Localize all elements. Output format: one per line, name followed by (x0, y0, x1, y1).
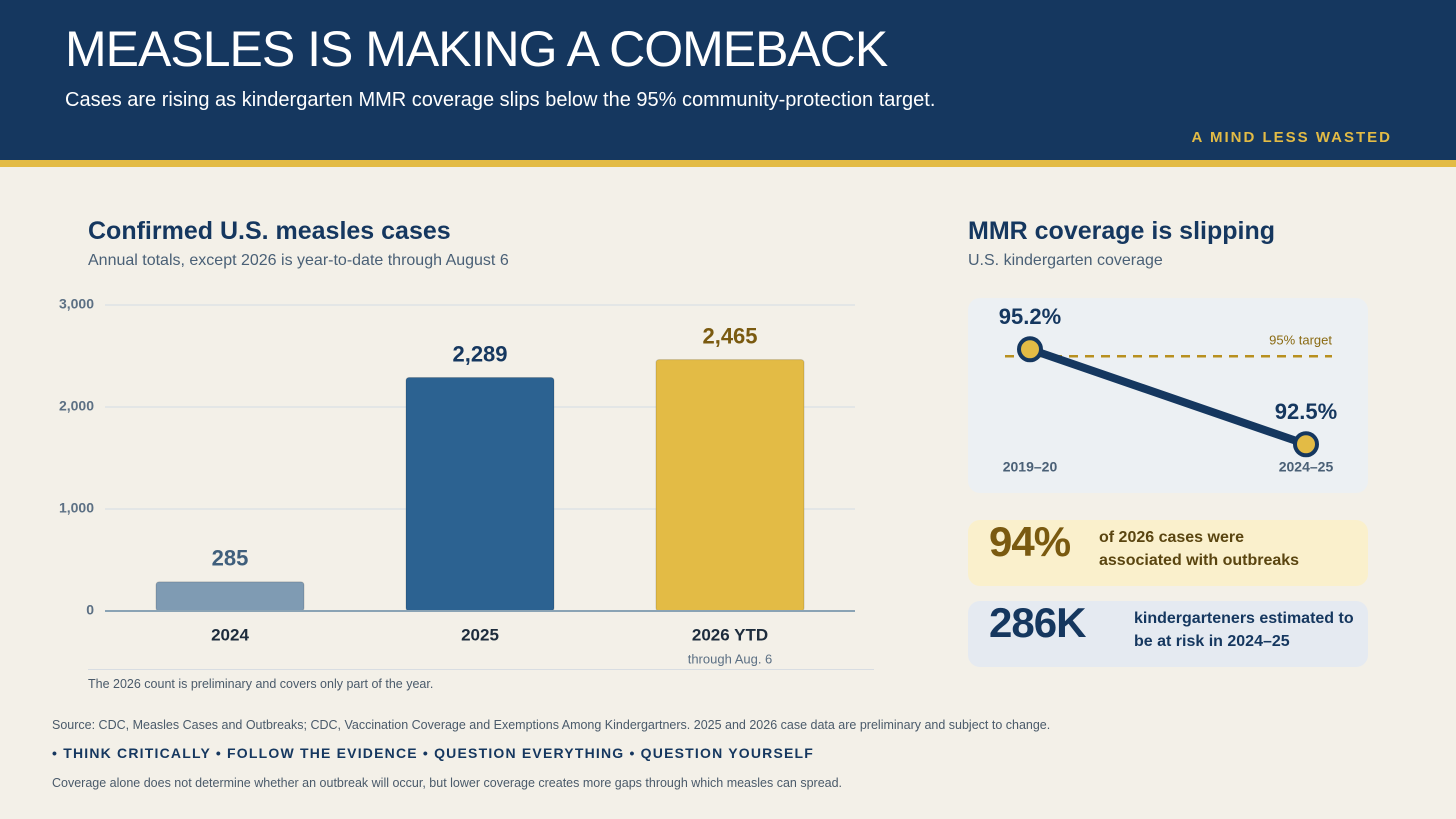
value-label: 2,465 (702, 323, 757, 348)
x-tick-label: 2024 (211, 625, 249, 644)
stat-text: kindergarteners estimated to be at risk … (1134, 610, 1354, 650)
x-tick-label: 2024–25 (1279, 459, 1334, 475)
chart-title: MMR coverage is slipping (968, 217, 1276, 245)
page-subtitle: Cases are rising as kindergarten MMR cov… (65, 89, 936, 111)
chart-title: Confirmed U.S. measles cases (88, 217, 451, 245)
x-tick-label: 2025 (461, 625, 499, 644)
bar (405, 377, 555, 612)
header-stripe (0, 160, 1456, 167)
stat-card: 286K kindergarteners estimated to be at … (968, 599, 1368, 667)
x-tick-label: 2019–20 (1003, 459, 1058, 475)
point (1017, 336, 1043, 363)
y-tick-label: 1,000 (59, 500, 94, 516)
source: Source: CDC, Measles Cases and Outbreaks… (52, 718, 1051, 732)
y-tick-label: 3,000 (59, 296, 94, 312)
divider (88, 669, 874, 670)
stat-value: 286K (989, 599, 1086, 646)
stat-value: 94% (989, 518, 1071, 565)
chart-subtitle: U.S. kindergarten coverage (968, 252, 1163, 269)
y-tick-label: 0 (86, 602, 94, 618)
chart-subtitle: Annual totals, except 2026 is year-to-da… (88, 252, 509, 269)
x-tick-label: 2026 YTD (692, 625, 768, 644)
bar (155, 581, 305, 612)
stat-card: 94% of 2026 cases were associated with o… (968, 518, 1368, 586)
value-label: 92.5% (1275, 399, 1337, 424)
motto: • THINK CRITICALLY • FOLLOW THE EVIDENCE… (52, 745, 815, 761)
brand: A MIND LESS WASTED (1191, 129, 1392, 146)
y-tick-label: 2,000 (59, 398, 94, 414)
bar (655, 359, 805, 612)
value-label: 95.2% (999, 304, 1061, 329)
value-label: 2,289 (452, 341, 507, 366)
category-note: through Aug. 6 (688, 651, 773, 666)
disclaimer: Coverage alone does not determine whethe… (52, 776, 843, 790)
header-band (0, 0, 1456, 160)
chart-note: The 2026 count is preliminary and covers… (88, 677, 434, 691)
stat-text: of 2026 cases were associated with outbr… (1099, 529, 1300, 569)
reference-label: 95% target (1269, 333, 1332, 348)
point (1293, 431, 1319, 458)
line (1026, 345, 1310, 449)
page-title: MEASLES IS MAKING A COMEBACK (65, 21, 888, 77)
value-label: 285 (212, 546, 249, 571)
